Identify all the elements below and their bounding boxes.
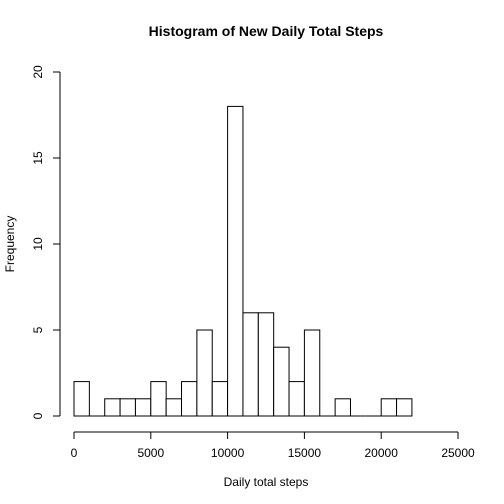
histogram-bar-20 xyxy=(380,398,398,417)
histogram-bar-5 xyxy=(150,381,167,417)
x-tick-label-5: 25000 xyxy=(441,446,475,460)
histogram-bar-10 xyxy=(227,105,244,417)
histogram-bar-11 xyxy=(242,312,259,417)
histogram-bar-2 xyxy=(104,398,121,417)
histogram-bar-3 xyxy=(119,398,136,417)
histogram-bar-7 xyxy=(181,381,198,417)
x-tick-label-2: 10000 xyxy=(211,446,245,460)
y-tick-label-4: 20 xyxy=(31,65,45,79)
x-tick-label-4: 20000 xyxy=(365,446,399,460)
histogram-bar-21 xyxy=(396,398,413,417)
x-axis: 0 5000 10000 15000 20000 25000 xyxy=(71,431,475,460)
x-tick-label-0: 0 xyxy=(71,446,78,460)
y-axis: 0 5 10 15 20 xyxy=(31,65,61,419)
x-tick-label-3: 15000 xyxy=(288,446,322,460)
y-axis-label: Frequency xyxy=(3,216,17,273)
bars-group xyxy=(73,105,413,417)
histogram-bar-4 xyxy=(134,398,152,417)
x-axis-label: Daily total steps xyxy=(224,475,309,489)
histogram-bar-12 xyxy=(257,312,275,417)
histogram-bar-13 xyxy=(273,346,290,417)
histogram-bar-15 xyxy=(303,329,321,417)
chart-title: Histogram of New Daily Total Steps xyxy=(149,23,384,39)
histogram-bar-8 xyxy=(196,329,213,417)
y-tick-label-0: 0 xyxy=(31,412,45,419)
histogram-bar-9 xyxy=(211,381,229,417)
histogram-bar-6 xyxy=(165,398,183,417)
y-tick-label-2: 10 xyxy=(31,237,45,251)
y-tick-label-3: 15 xyxy=(31,151,45,165)
histogram-bar-17 xyxy=(334,398,351,417)
x-tick-label-1: 5000 xyxy=(137,446,164,460)
y-tick-label-1: 5 xyxy=(31,326,45,333)
histogram-bar-0 xyxy=(73,381,90,417)
histogram-bar-14 xyxy=(288,381,305,417)
